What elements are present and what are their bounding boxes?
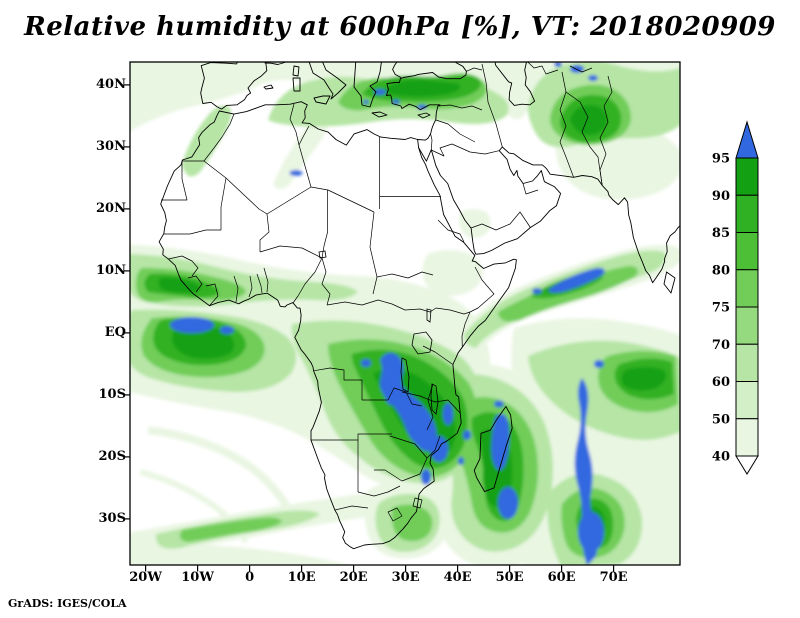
- colorbar-segment-40-50: [735, 418, 759, 457]
- coastline-corsica: [292, 65, 300, 77]
- lon-tick-label: 40E: [443, 570, 472, 585]
- lon-tick-label: 10W: [181, 570, 214, 585]
- coastline-sardinia: [292, 77, 301, 92]
- colorbar-tick-label: 85: [712, 226, 730, 241]
- coastline-africa: [158, 101, 517, 550]
- map-canvas: [123, 61, 681, 572]
- coastlines: [158, 62, 680, 550]
- lon-tick-label: 0: [245, 570, 255, 585]
- coastline-crete: [371, 111, 388, 118]
- colorbar-segment-50-60: [735, 381, 759, 420]
- colorbar-segment-60-70: [735, 343, 759, 382]
- plot-title: Relative humidity at 600hPa [%], VT: 201…: [24, 12, 776, 42]
- lake-turkana: [426, 308, 432, 323]
- coastline-greece: [353, 62, 382, 108]
- coastline-italy: [308, 62, 347, 100]
- country-borders: [161, 62, 613, 522]
- lake-chad: [318, 250, 327, 259]
- coastline-madagascar: [473, 406, 513, 493]
- lakes: [318, 250, 439, 415]
- lon-tick-label: 10E: [287, 570, 316, 585]
- lake-malawi: [430, 383, 439, 415]
- colorbar-arrow-below-40: [735, 455, 759, 475]
- colorbar-tick-label: 70: [712, 338, 730, 353]
- coastline-cyprus: [417, 112, 431, 119]
- colorbar: 95 90 85 80 75 70 60 50 40: [712, 120, 759, 475]
- colorbar-segment-85-90: [735, 194, 759, 233]
- coastline-blacksea-west: [392, 62, 402, 78]
- colorbar-segment-70-75: [735, 306, 759, 345]
- coastline-sri-lanka: [663, 271, 676, 294]
- coastline-iberia: [200, 62, 268, 110]
- lon-tick-label: 30E: [391, 570, 420, 585]
- colorbar-segment-75-80: [735, 269, 759, 308]
- lat-tick-label: 10N: [96, 262, 126, 278]
- colorbar-tick-label: 60: [712, 375, 730, 390]
- lat-tick-label: 20N: [96, 200, 126, 216]
- colorbar-tick-label: 80: [712, 263, 730, 278]
- lon-tick-label: 60E: [547, 570, 576, 585]
- lon-tick-label: 70E: [599, 570, 628, 585]
- colorbar-segment-80-85: [735, 232, 759, 271]
- colorbar-arrow-above-95: [735, 120, 759, 159]
- coastline-balearics: [263, 84, 274, 90]
- lat-tick-label: 20S: [98, 448, 126, 464]
- coastline-sicily: [313, 95, 331, 105]
- colorbar-tick-label: 75: [712, 301, 730, 316]
- colorbar-tick-label: 40: [712, 450, 730, 465]
- lat-tick-label: 30N: [96, 138, 126, 154]
- lat-tick-label: 30S: [98, 510, 126, 526]
- lon-tick-label: 20W: [129, 570, 162, 585]
- colorbar-segment-90-95: [735, 157, 759, 196]
- colorbar-tick-label: 50: [712, 412, 730, 427]
- axis-ticks: [123, 84, 615, 572]
- coastline-arabia-india: [418, 146, 680, 284]
- faint-arc-1: [147, 426, 296, 520]
- lake-victoria: [411, 331, 433, 355]
- lon-tick-label: 20E: [339, 570, 368, 585]
- colorbar-tick-label: 90: [712, 189, 730, 204]
- colorbar-tick-label: 95: [712, 152, 730, 167]
- humidity-shading-group: [130, 62, 680, 565]
- lat-tick-label: 40N: [96, 76, 126, 92]
- lake-tanganyika: [400, 357, 410, 393]
- coastline-caspian: [494, 62, 536, 106]
- lat-tick-label: EQ: [104, 324, 126, 340]
- coastline-levant-turkey: [385, 62, 467, 141]
- grads-stamp: GrADS: IGES/COLA: [8, 597, 127, 610]
- lon-tick-label: 50E: [495, 570, 524, 585]
- lat-tick-label: 10S: [98, 386, 126, 402]
